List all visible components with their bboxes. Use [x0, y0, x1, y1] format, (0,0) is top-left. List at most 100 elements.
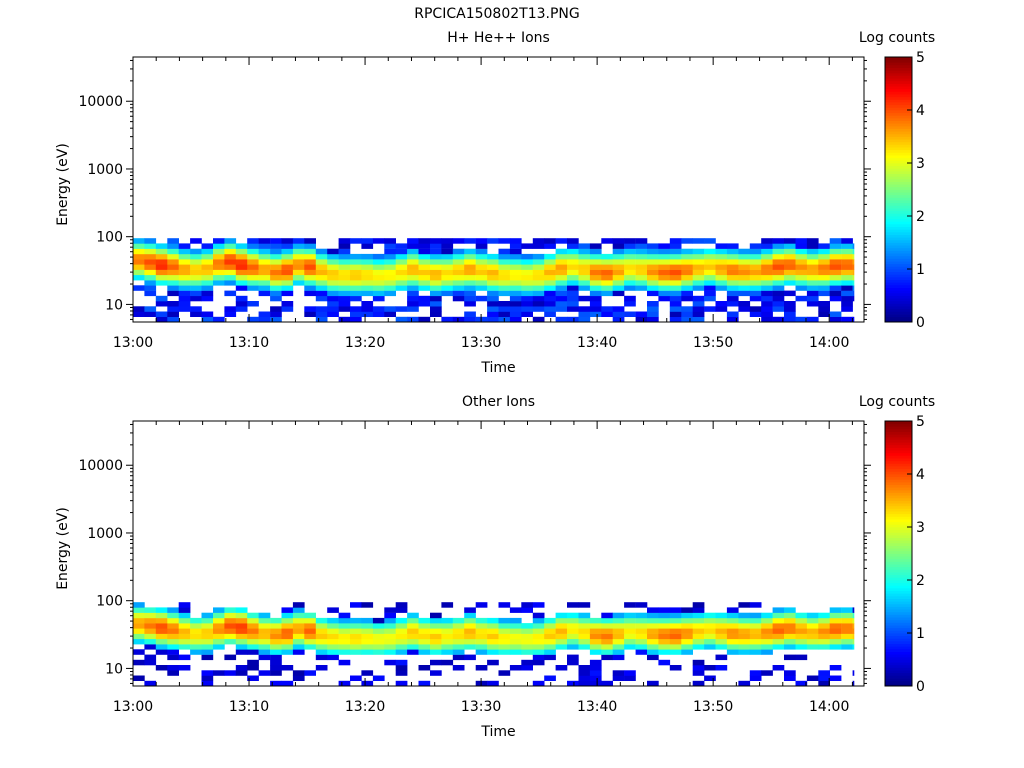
spectrogram-cell	[133, 659, 145, 666]
spectrogram-cell	[281, 306, 294, 312]
spectrogram-cell	[201, 253, 214, 260]
spectrogram-cell	[430, 311, 442, 317]
spectrogram-cell	[852, 607, 855, 613]
spectrogram-cell	[281, 280, 294, 286]
spectrogram-cell	[201, 285, 214, 291]
spectrogram-cell	[361, 680, 374, 687]
spectrogram-cell	[612, 649, 625, 655]
spectrogram-cell	[761, 264, 773, 270]
spectrogram-cell	[806, 248, 819, 255]
spectrogram-cell	[669, 316, 682, 323]
spectrogram-cell	[806, 644, 819, 650]
x-tick-label: 13:40	[577, 335, 617, 351]
spectrogram-cell	[578, 633, 591, 640]
spectrogram-cell	[761, 248, 773, 255]
spectrogram-cell	[178, 274, 191, 281]
spectrogram-cell	[213, 280, 225, 286]
spectrogram-cell	[270, 238, 282, 244]
spectrogram-cell	[304, 628, 316, 634]
spectrogram-cell	[464, 264, 476, 270]
spectrogram-cell	[761, 269, 773, 276]
spectrogram-cell	[715, 306, 728, 312]
spectrogram-cell	[647, 311, 659, 317]
spectrogram-cell	[555, 253, 568, 260]
colorbar-segment	[885, 303, 912, 307]
spectrogram-cell	[395, 285, 408, 291]
colorbar-segment	[885, 298, 912, 302]
spectrogram-cell	[532, 243, 545, 249]
spectrogram-cell	[144, 623, 157, 629]
spectrogram-cell	[726, 264, 739, 270]
spectrogram-cell	[726, 243, 739, 249]
spectrogram-cell	[395, 617, 408, 624]
colorbar-segment	[885, 237, 912, 241]
spectrogram-cell	[144, 680, 157, 687]
spectrogram-cell	[247, 612, 259, 619]
spectrogram-cell	[224, 628, 237, 634]
spectrogram-cell	[772, 306, 785, 312]
spectrogram-cell	[270, 259, 282, 265]
spectrogram-cell	[350, 306, 362, 312]
spectrogram-cell	[521, 264, 533, 270]
spectrogram-cell	[829, 623, 842, 629]
spectrogram-cell	[338, 295, 351, 302]
spectrogram-cell	[795, 243, 808, 249]
spectrogram-cell	[155, 269, 168, 276]
spectrogram-cell	[464, 238, 476, 244]
spectrogram-cell	[738, 301, 751, 307]
spectrogram-cell	[772, 301, 785, 307]
spectrogram-cell	[270, 665, 282, 671]
spectrogram-cell	[190, 644, 202, 650]
colorbar-segment	[885, 601, 912, 605]
spectrogram-cell	[567, 280, 579, 286]
x-tick-label: 13:40	[577, 699, 617, 715]
spectrogram-cell	[247, 316, 259, 323]
spectrogram-cell	[738, 274, 751, 281]
spectrogram-cell	[144, 617, 157, 624]
spectrogram-cell	[213, 612, 225, 619]
spectrogram-cell	[498, 259, 511, 265]
spectrogram-cell	[224, 248, 237, 255]
spectrogram-cell	[555, 238, 568, 244]
spectrogram-cell	[178, 306, 191, 312]
spectrogram-cell	[258, 617, 271, 624]
spectrogram-cell	[327, 311, 339, 317]
spectrogram-cell	[658, 290, 671, 297]
spectrogram-cell	[167, 628, 179, 634]
spectrogram-cell	[715, 612, 728, 619]
spectrogram-cell	[384, 253, 396, 260]
spectrogram-cell	[475, 243, 488, 249]
spectrogram-cell	[749, 295, 762, 302]
colorbar-segment	[885, 276, 912, 280]
spectrogram-cell	[726, 290, 739, 297]
colorbar-label: Log counts	[859, 394, 935, 410]
colorbar-segment	[885, 168, 912, 172]
spectrogram-cell	[327, 280, 339, 286]
spectrogram-cell	[167, 670, 179, 676]
spectrogram-cell	[384, 633, 396, 640]
spectrogram-cell	[795, 269, 808, 276]
spectrogram-cell	[784, 264, 796, 270]
spectrogram-cell	[338, 649, 351, 655]
spectrogram-cell	[704, 274, 716, 281]
spectrogram-cell	[761, 274, 773, 281]
spectrogram-cell	[201, 316, 214, 323]
spectrogram-cell	[852, 633, 855, 640]
spectrogram-cell	[715, 654, 728, 661]
spectrogram-cell	[589, 253, 602, 260]
colorbar-segment	[885, 110, 912, 114]
spectrogram-cell	[726, 285, 739, 291]
spectrogram-cell	[852, 264, 855, 270]
spectrogram-cell	[258, 259, 271, 265]
spectrogram-cell	[281, 264, 294, 270]
spectrogram-cell	[327, 306, 339, 312]
spectrogram-cell	[464, 628, 476, 634]
spectrogram-cell	[372, 644, 385, 650]
spectrogram-cell	[224, 670, 237, 676]
y-tick-label: 100	[96, 230, 123, 246]
colorbar-segment	[885, 120, 912, 124]
spectrogram-cell	[167, 290, 179, 297]
colorbar-segment	[885, 479, 912, 483]
spectrogram-cell	[464, 290, 476, 297]
spectrogram-cell	[452, 638, 465, 645]
